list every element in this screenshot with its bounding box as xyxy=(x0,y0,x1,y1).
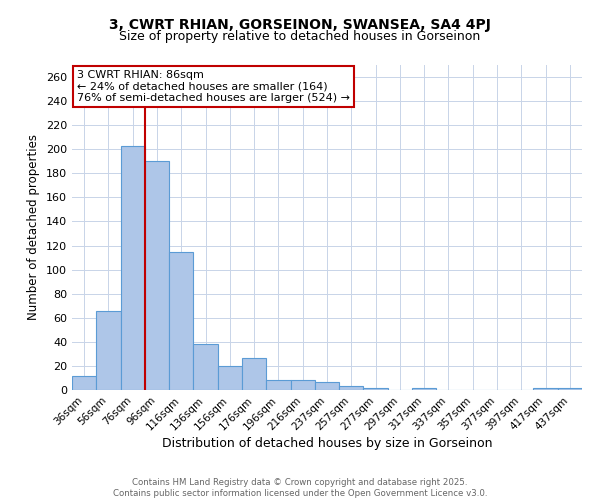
Bar xyxy=(290,380,315,390)
Text: Size of property relative to detached houses in Gorseinon: Size of property relative to detached ho… xyxy=(119,30,481,43)
Bar xyxy=(315,382,339,390)
Y-axis label: Number of detached properties: Number of detached properties xyxy=(28,134,40,320)
Bar xyxy=(169,252,193,390)
Bar xyxy=(96,310,121,390)
Bar xyxy=(364,388,388,390)
Text: 3, CWRT RHIAN, GORSEINON, SWANSEA, SA4 4PJ: 3, CWRT RHIAN, GORSEINON, SWANSEA, SA4 4… xyxy=(109,18,491,32)
Bar xyxy=(121,146,145,390)
Text: 3 CWRT RHIAN: 86sqm
← 24% of detached houses are smaller (164)
76% of semi-detac: 3 CWRT RHIAN: 86sqm ← 24% of detached ho… xyxy=(77,70,350,103)
X-axis label: Distribution of detached houses by size in Gorseinon: Distribution of detached houses by size … xyxy=(162,438,492,450)
Bar xyxy=(412,388,436,390)
Bar xyxy=(145,162,169,390)
Bar xyxy=(72,376,96,390)
Bar xyxy=(558,388,582,390)
Bar xyxy=(193,344,218,390)
Bar xyxy=(533,388,558,390)
Bar xyxy=(339,386,364,390)
Text: Contains HM Land Registry data © Crown copyright and database right 2025.
Contai: Contains HM Land Registry data © Crown c… xyxy=(113,478,487,498)
Bar xyxy=(218,366,242,390)
Bar xyxy=(242,358,266,390)
Bar xyxy=(266,380,290,390)
